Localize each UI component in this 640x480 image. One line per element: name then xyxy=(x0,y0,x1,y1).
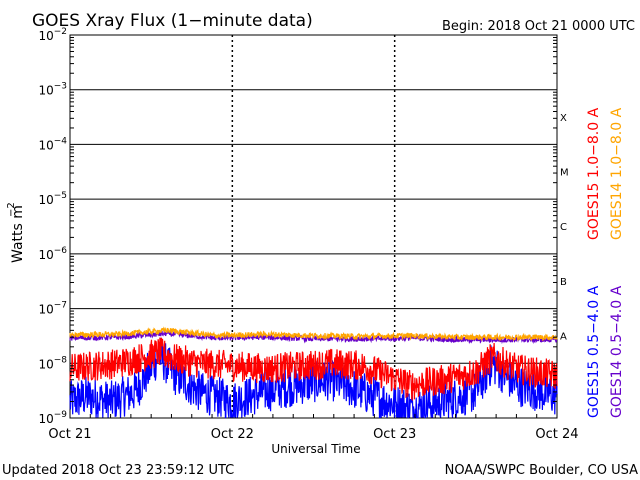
y-tick-label: 10−9 xyxy=(38,410,67,426)
legend-entry: GOES15 1.0−8.0 A xyxy=(586,107,602,240)
y-tick-label: 10−7 xyxy=(38,301,67,317)
flare-class-label: X xyxy=(560,113,567,124)
y-tick-label: 10−8 xyxy=(38,355,67,371)
y-tick-label: 10−3 xyxy=(38,82,67,98)
y-axis-label-exponent: −2 xyxy=(6,202,17,217)
series-line xyxy=(69,337,558,402)
y-tick-label: 10−2 xyxy=(38,27,67,43)
chart-title: GOES Xray Flux (1−minute data) xyxy=(32,11,313,31)
flare-class-label: A xyxy=(560,332,567,343)
flare-class-label: B xyxy=(560,277,567,288)
x-tick-label: Oct 22 xyxy=(211,427,254,442)
y-axis-label: Watts m xyxy=(10,205,26,263)
flare-class-label: C xyxy=(560,222,567,233)
x-tick-label: Oct 21 xyxy=(48,427,91,442)
x-tick-label: Oct 23 xyxy=(373,427,416,442)
footer-credit: NOAA/SWPC Boulder, CO USA xyxy=(445,463,638,478)
y-tick-label: 10−6 xyxy=(38,246,67,262)
y-tick-label: 10−4 xyxy=(38,136,67,152)
series-line xyxy=(69,326,558,342)
y-tick-label: 10−5 xyxy=(38,191,67,207)
flare-class-label: M xyxy=(560,168,569,179)
legend: GOES15 1.0−8.0 A GOES14 1.0−8.0 A GOES15 0… xyxy=(586,107,625,418)
y-axis-label-group: Watts m −2 xyxy=(6,202,26,263)
x-axis-label: Universal Time xyxy=(271,442,360,456)
series-layer xyxy=(69,326,558,419)
x-tick-label: Oct 24 xyxy=(535,427,578,442)
begin-label: Begin: 2018 Oct 21 0000 UTC xyxy=(442,19,635,34)
legend-entry: GOES15 0.5−4.0 A xyxy=(586,285,602,418)
footer-updated: Updated 2018 Oct 23 23:59:12 UTC xyxy=(2,463,234,478)
series-line xyxy=(69,337,558,419)
legend-entry: GOES14 1.0−8.0 A xyxy=(609,107,625,240)
legend-entry: GOES14 0.5−4.0 A xyxy=(609,285,625,418)
